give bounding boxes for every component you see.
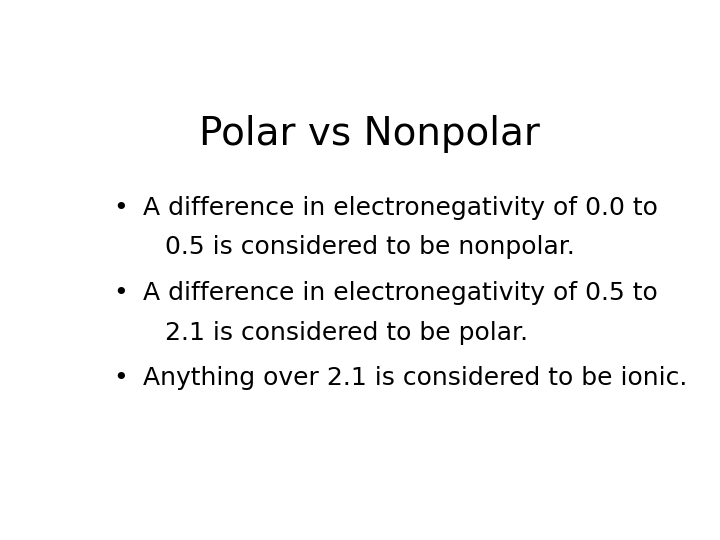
Text: •: • [113, 281, 128, 305]
Text: A difference in electronegativity of 0.5 to: A difference in electronegativity of 0.5… [143, 281, 658, 305]
Text: 2.1 is considered to be polar.: 2.1 is considered to be polar. [166, 321, 528, 345]
Text: Polar vs Nonpolar: Polar vs Nonpolar [199, 114, 539, 153]
Text: Anything over 2.1 is considered to be ionic.: Anything over 2.1 is considered to be io… [143, 366, 688, 390]
Text: 0.5 is considered to be nonpolar.: 0.5 is considered to be nonpolar. [166, 235, 575, 259]
Text: A difference in electronegativity of 0.0 to: A difference in electronegativity of 0.0… [143, 196, 658, 220]
Text: •: • [113, 196, 128, 220]
Text: •: • [113, 366, 128, 390]
